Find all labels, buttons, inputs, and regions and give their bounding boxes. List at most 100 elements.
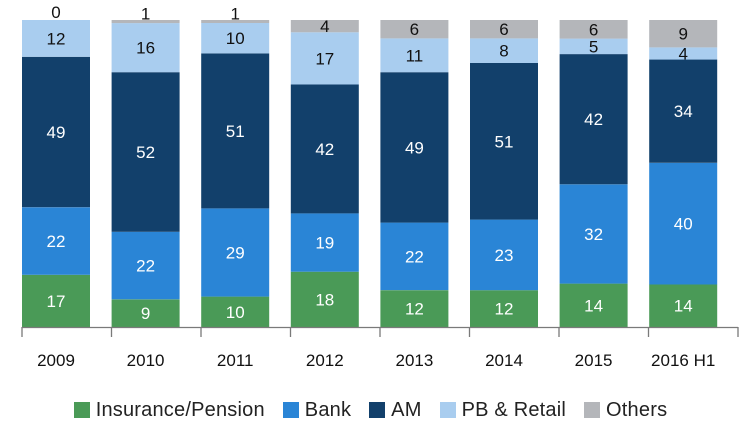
data-label: 1 <box>230 5 239 24</box>
legend-swatch <box>73 402 90 418</box>
bar-segment-insurance-pension-2009 <box>22 274 90 327</box>
bar-segment-pb-retail-2016-H1 <box>649 47 718 60</box>
legend-label: PB & Retail <box>461 398 567 421</box>
bar-segment-am-2012 <box>290 84 359 214</box>
data-label: 8 <box>499 42 508 61</box>
bar-segment-pb-retail-2009 <box>22 20 90 57</box>
data-label: 9 <box>141 304 150 323</box>
bar-segment-insurance-pension-2013 <box>380 290 449 327</box>
bar-segment-pb-retail-2011 <box>201 23 270 54</box>
bar-segment-pb-retail-2014 <box>470 38 538 63</box>
data-label: 12 <box>405 300 424 319</box>
legend-swatch <box>369 402 386 418</box>
bar-segment-am-2009 <box>22 56 90 208</box>
legend-label: Insurance/Pension <box>95 398 265 421</box>
data-label: 29 <box>226 244 245 263</box>
data-label: 12 <box>495 300 514 319</box>
bar-segment-others-2013 <box>380 20 449 39</box>
data-label: 16 <box>136 39 155 58</box>
bar-segment-insurance-pension-2011 <box>201 296 270 327</box>
legend-item: Others <box>584 399 667 422</box>
bar-segment-insurance-pension-2012 <box>290 271 359 327</box>
data-label: 42 <box>584 110 603 129</box>
data-label: 32 <box>584 225 603 244</box>
data-label: 49 <box>47 123 66 142</box>
data-label: 42 <box>315 140 334 159</box>
legend-swatch <box>439 402 456 418</box>
legend-item: Insurance/Pension <box>73 398 265 422</box>
data-label: 17 <box>47 292 66 311</box>
data-label: 9 <box>678 25 687 44</box>
x-tick-label: 2011 <box>217 351 254 370</box>
bar-segment-bank-2013 <box>380 222 449 291</box>
legend-swatch <box>584 402 601 418</box>
data-label: 5 <box>589 37 598 56</box>
bar-segment-others-2011 <box>201 20 270 23</box>
data-label: 22 <box>405 247 424 266</box>
legend-item: PB & Retail <box>439 398 567 422</box>
data-label: 10 <box>226 29 245 48</box>
data-label: 1 <box>141 5 150 24</box>
data-label: 51 <box>226 122 245 141</box>
legend: Insurance/Pension Bank AM PB & Retail Others <box>0 393 741 427</box>
data-label: 0 <box>51 3 60 22</box>
bar-segment-bank-2016-H1 <box>649 162 718 285</box>
data-label: 6 <box>499 20 508 39</box>
data-label: 22 <box>136 257 155 276</box>
bar-segment-pb-retail-2015 <box>559 38 628 55</box>
bar-segment-bank-2009 <box>22 207 90 275</box>
data-label: 4 <box>320 17 329 36</box>
legend-item: AM <box>369 399 421 422</box>
bar-segment-others-2016-H1 <box>649 20 718 48</box>
legend-label: AM <box>391 398 422 421</box>
data-label: 52 <box>136 143 155 162</box>
data-label: 14 <box>584 296 603 315</box>
bar-segment-others-2014 <box>470 20 538 39</box>
bar-segment-bank-2010 <box>111 231 180 300</box>
data-label: 34 <box>674 102 693 121</box>
legend-swatch <box>282 402 299 418</box>
x-tick-label: 2015 <box>575 351 613 370</box>
data-label: 6 <box>589 20 598 39</box>
data-label: 6 <box>410 20 419 39</box>
x-tick-label: 2016 H1 <box>651 351 715 370</box>
legend-item: Bank <box>282 398 352 422</box>
bar-segment-bank-2011 <box>201 208 270 297</box>
data-label: 12 <box>47 29 66 48</box>
data-label: 51 <box>495 132 514 151</box>
bar-segment-am-2013 <box>380 72 449 223</box>
bar-segment-pb-retail-2012 <box>290 32 359 85</box>
x-tick-label: 2009 <box>37 351 75 370</box>
bar-segment-others-2015 <box>559 20 628 39</box>
bar-segment-insurance-pension-2016-H1 <box>649 284 718 327</box>
bar-segment-pb-retail-2010 <box>111 23 180 73</box>
data-label: 22 <box>47 232 66 251</box>
legend-label: Others <box>606 398 668 421</box>
data-label: 11 <box>406 46 424 65</box>
data-label: 14 <box>674 297 693 316</box>
bar-segment-bank-2012 <box>290 213 359 272</box>
bar-segment-am-2011 <box>201 53 270 209</box>
data-label: 40 <box>674 215 693 234</box>
data-label: 17 <box>315 49 334 68</box>
data-label: 19 <box>315 234 334 253</box>
data-label: 49 <box>405 138 424 157</box>
bar-segment-am-2016-H1 <box>649 59 718 163</box>
x-tick-label: 2012 <box>306 351 344 370</box>
data-label: 4 <box>678 44 687 63</box>
bar-segment-others-2012 <box>290 20 359 33</box>
data-label: 18 <box>315 290 334 309</box>
bar-segment-bank-2015 <box>559 184 628 284</box>
bar-segment-insurance-pension-2015 <box>559 283 628 327</box>
bar-segment-insurance-pension-2014 <box>470 290 538 327</box>
bar-segment-am-2010 <box>111 72 180 232</box>
bar-segment-am-2015 <box>559 54 628 185</box>
legend-label: Bank <box>304 398 352 421</box>
x-tick-label: 2013 <box>395 351 433 370</box>
data-label: 10 <box>226 303 245 322</box>
bar-segment-bank-2014 <box>470 219 538 291</box>
x-tick-label: 2010 <box>127 351 165 370</box>
x-axis: 2009 2010 2011 2012 2013 2014 2015 2016 H1 <box>21 326 739 370</box>
x-tick-label: 2014 <box>485 351 523 370</box>
bars-group: 1722491209225216110295110118194217412224… <box>22 3 718 327</box>
